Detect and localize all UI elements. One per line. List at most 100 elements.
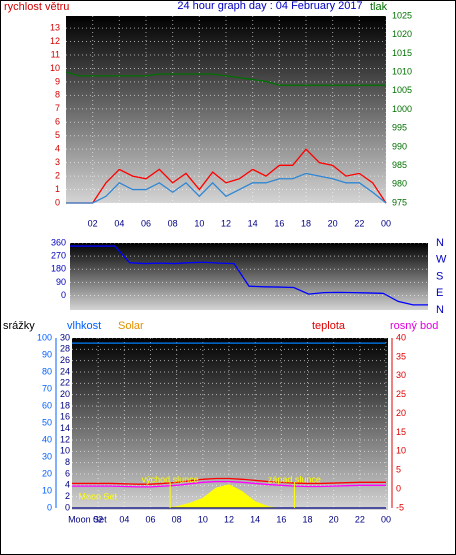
temp-label: teplota — [312, 320, 346, 332]
y-tick-label: 35 — [396, 351, 406, 361]
x-tick-label: 04 — [119, 514, 129, 524]
y-tick-label: 15 — [396, 427, 406, 437]
y-tick-label: 30 — [42, 451, 52, 461]
annotation: západ slunce — [268, 474, 321, 484]
line — [70, 245, 428, 306]
y-tick-label: 5 — [55, 130, 60, 140]
y-tick-label: 2 — [55, 170, 60, 180]
y-tick-label: 90 — [56, 277, 66, 287]
x-tick-label: 10 — [194, 218, 204, 228]
y-tick-label: 90 — [42, 349, 52, 359]
y-tick-label: 6 — [65, 468, 70, 478]
y-tick-label: 80 — [42, 366, 52, 376]
annotation: Moon Set — [68, 514, 107, 524]
solar-label: Solar — [118, 320, 144, 332]
y-tick-label: 10 — [60, 446, 70, 456]
x-tick-label: 22 — [355, 514, 365, 524]
humidity-label: vlhkost — [67, 320, 101, 332]
y-tick-label: 990 — [392, 141, 407, 151]
y-tick-label: 0 — [55, 197, 60, 207]
y-tick-label: 20 — [42, 468, 52, 478]
line — [65, 71, 386, 86]
y-tick-label: 7 — [55, 103, 60, 113]
area — [72, 484, 386, 508]
y-tick-label: 4 — [65, 480, 70, 490]
direction-label: N — [436, 237, 444, 249]
y-tick-label: 10 — [396, 446, 406, 456]
pressure-label: tlak — [370, 1, 388, 13]
y-tick-label: 985 — [392, 160, 407, 170]
plot-bg — [70, 243, 428, 310]
x-tick-label: 12 — [224, 514, 234, 524]
x-tick-label: 10 — [198, 514, 208, 524]
x-tick-label: 06 — [145, 514, 155, 524]
y-tick-label: 22 — [60, 378, 70, 388]
plot-bg — [66, 16, 386, 203]
y-tick-label: 1010 — [392, 66, 412, 76]
direction-label: S — [436, 270, 443, 282]
y-tick-label: 995 — [392, 123, 407, 133]
y-tick-label: 16 — [60, 412, 70, 422]
x-tick-label: 06 — [141, 218, 151, 228]
y-tick-label: 1005 — [392, 85, 412, 95]
y-tick-label: 70 — [42, 383, 52, 393]
y-tick-label: 8 — [65, 457, 70, 467]
y-tick-label: 975 — [392, 197, 407, 207]
x-tick-label: 12 — [221, 218, 231, 228]
direction-label: W — [436, 254, 447, 266]
y-tick-label: 180 — [51, 264, 66, 274]
y-tick-label: 9 — [55, 76, 60, 86]
x-tick-label: 08 — [168, 218, 178, 228]
x-tick-label: 14 — [248, 218, 258, 228]
y-tick-label: 0 — [65, 502, 70, 512]
x-tick-label: 08 — [172, 514, 182, 524]
x-tick-label: 16 — [276, 514, 286, 524]
direction-label: N — [436, 304, 444, 316]
x-tick-label: 14 — [250, 514, 260, 524]
chart-title: 24 hour graph day : 04 February 2017 — [177, 0, 362, 12]
direction-label: E — [436, 287, 443, 299]
x-tick-label: 04 — [114, 218, 124, 228]
y-tick-label: 1000 — [392, 104, 412, 114]
y-tick-label: 50 — [42, 417, 52, 427]
y-tick-label: 2 — [65, 491, 70, 501]
y-tick-label: 5 — [396, 465, 401, 475]
y-tick-label: 26 — [60, 355, 70, 365]
y-tick-label: 1020 — [392, 29, 412, 39]
x-tick-label: 20 — [328, 218, 338, 228]
y-tick-label: 0 — [47, 502, 52, 512]
wind-label: rychlost větru — [4, 1, 69, 13]
rain-label: srážky — [3, 320, 35, 332]
y-tick-label: 980 — [392, 179, 407, 189]
line — [72, 477, 386, 485]
x-tick-label: 02 — [93, 514, 103, 524]
y-tick-label: 28 — [60, 344, 70, 354]
x-tick-label: 16 — [274, 218, 284, 228]
y-tick-label: 13 — [50, 22, 60, 32]
y-tick-label: 11 — [51, 49, 60, 59]
y-tick-label: 12 — [50, 36, 60, 46]
y-tick-label: 20 — [396, 408, 406, 418]
y-tick-label: 25 — [396, 389, 406, 399]
y-tick-label: 1015 — [392, 48, 412, 58]
y-tick-label: 8 — [55, 90, 60, 100]
y-tick-label: 30 — [396, 370, 406, 380]
y-tick-label: 18 — [60, 400, 70, 410]
annotation: Moon Set — [79, 491, 118, 501]
line — [72, 480, 386, 488]
y-tick-label: 40 — [42, 434, 52, 444]
y-tick-label: 0 — [61, 290, 66, 300]
x-tick-label: 18 — [302, 514, 312, 524]
line — [66, 172, 387, 204]
y-tick-label: 1 — [55, 184, 60, 194]
y-tick-label: 0 — [396, 483, 401, 493]
y-tick-label: 6 — [55, 117, 60, 127]
y-tick-label: 12 — [60, 434, 70, 444]
dew-label: rosný bod — [390, 320, 438, 332]
y-tick-label: 40 — [396, 332, 406, 342]
y-tick-label: 24 — [60, 366, 70, 376]
x-tick-label: 20 — [329, 514, 339, 524]
y-tick-label: 20 — [60, 389, 70, 399]
x-tick-label: 02 — [88, 218, 98, 228]
